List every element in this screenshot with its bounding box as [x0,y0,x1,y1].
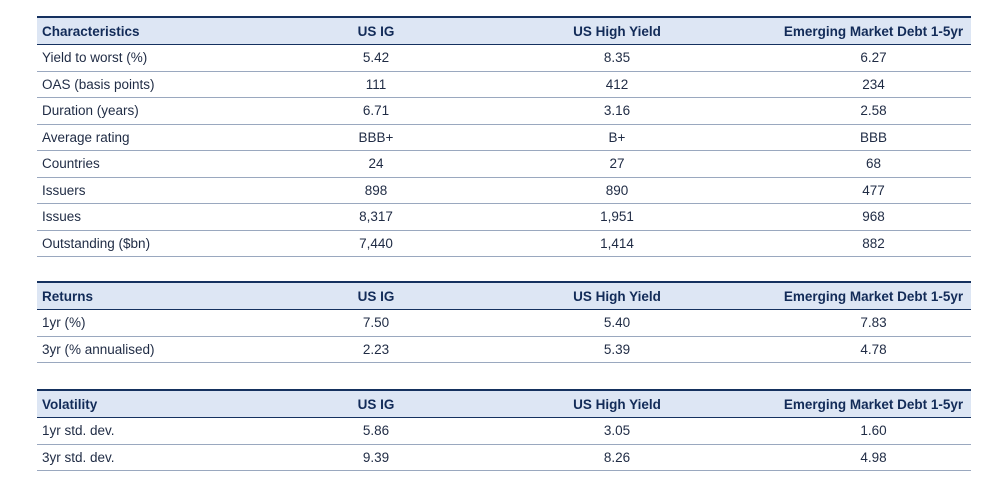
table-cell: 4.78 [776,336,971,363]
table-cell: 24 [294,150,458,178]
row-label: Duration (years) [37,97,294,125]
table-cell: 5.40 [458,309,776,337]
table-cell: 5.42 [294,44,458,72]
row-label: Average rating [37,124,294,151]
table-cell: 890 [458,177,776,204]
table-cell: 7.50 [294,309,458,337]
table-cell: 3.05 [458,417,776,445]
table-row: 1yr std. dev. 5.86 3.05 1.60 [37,417,971,445]
table-row: Outstanding ($bn) 7,440 1,414 882 [37,230,971,257]
table-cell: 968 [776,203,971,231]
table-cell: 8.35 [458,44,776,72]
characteristics-table: Characteristics US IG US High Yield Emergin… [37,16,971,257]
table-cell: 6.27 [776,44,971,72]
column-header: Emerging Market Debt 1-5yr [776,389,971,418]
table-cell: 2.23 [294,336,458,363]
table-cell: 3.16 [458,97,776,125]
table-cell: 882 [776,230,971,257]
table-header-row: Volatility US IG US High Yield Emerging Mar… [37,389,971,418]
row-label: Issues [37,203,294,231]
table-row: 3yr (% annualised) 2.23 5.39 4.78 [37,336,971,363]
row-label: 1yr std. dev. [37,417,294,445]
table-cell: B+ [458,124,776,151]
returns-table: Returns US IG US High Yield Emerging Market… [37,281,971,363]
column-header-label: Characteristics [37,16,294,45]
column-header: US High Yield [458,281,776,310]
table-row: 1yr (%) 7.50 5.40 7.83 [37,309,971,337]
table-cell: 5.86 [294,417,458,445]
table-cell: 111 [294,71,458,98]
table-cell: 2.58 [776,97,971,125]
table-cell: 27 [458,150,776,178]
table-cell: 477 [776,177,971,204]
row-label: Yield to worst (%) [37,44,294,72]
table-cell: BBB [776,124,971,151]
table-row: Countries 24 27 68 [37,150,971,178]
row-label: Countries [37,150,294,178]
column-header-label: Returns [37,281,294,310]
table-row: Issues 8,317 1,951 968 [37,203,971,231]
table-cell: 8.26 [458,444,776,471]
table-row: Duration (years) 6.71 3.16 2.58 [37,97,971,125]
table-cell: 5.39 [458,336,776,363]
column-header: Emerging Market Debt 1-5yr [776,16,971,45]
row-label: OAS (basis points) [37,71,294,98]
table-cell: 68 [776,150,971,178]
table-row: Yield to worst (%) 5.42 8.35 6.27 [37,44,971,72]
table-cell: 412 [458,71,776,98]
row-label: 3yr (% annualised) [37,336,294,363]
table-row: 3yr std. dev. 9.39 8.26 4.98 [37,444,971,471]
row-label: 1yr (%) [37,309,294,337]
table-cell: 1,951 [458,203,776,231]
table-cell: 7.83 [776,309,971,337]
table-header-row: Returns US IG US High Yield Emerging Market… [37,281,971,310]
table-row: OAS (basis points) 111 412 234 [37,71,971,98]
table-cell: 9.39 [294,444,458,471]
table-cell: 1.60 [776,417,971,445]
table-cell: 1,414 [458,230,776,257]
column-header: US IG [294,389,458,418]
table-cell: 8,317 [294,203,458,231]
table-header-row: Characteristics US IG US High Yield Emergin… [37,16,971,45]
table-cell: 4.98 [776,444,971,471]
column-header: US High Yield [458,16,776,45]
column-header-label: Volatility [37,389,294,418]
column-header: US High Yield [458,389,776,418]
table-cell: 7,440 [294,230,458,257]
table-cell: 6.71 [294,97,458,125]
row-label: Issuers [37,177,294,204]
column-header: US IG [294,16,458,45]
table-cell: 234 [776,71,971,98]
table-row: Issuers 898 890 477 [37,177,971,204]
column-header: Emerging Market Debt 1-5yr [776,281,971,310]
table-cell: 898 [294,177,458,204]
volatility-table: Volatility US IG US High Yield Emerging Mar… [37,389,971,471]
column-header: US IG [294,281,458,310]
row-label: Outstanding ($bn) [37,230,294,257]
row-label: 3yr std. dev. [37,444,294,471]
table-row: Average rating BBB+ B+ BBB [37,124,971,151]
table-cell: BBB+ [294,124,458,151]
